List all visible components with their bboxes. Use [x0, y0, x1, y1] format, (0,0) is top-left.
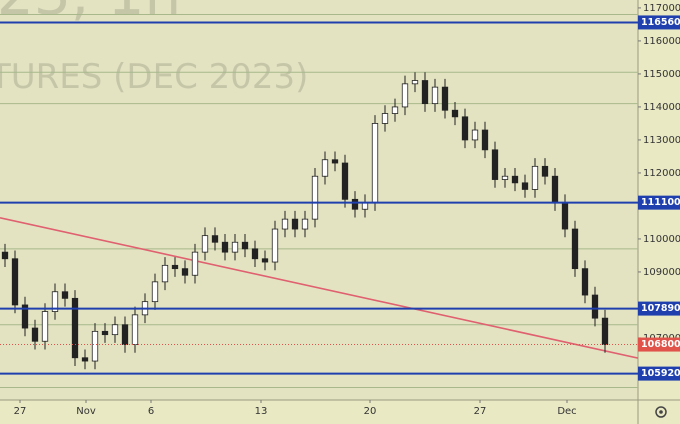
candle-body — [341, 162, 349, 200]
candle-body — [261, 258, 269, 263]
candle-body — [291, 218, 299, 230]
candle-body — [421, 80, 429, 105]
candle-body — [591, 294, 599, 319]
candle-body — [461, 116, 469, 141]
y-tick-label: 117000 — [643, 3, 680, 14]
candle-body — [111, 324, 119, 336]
candle-body — [391, 106, 399, 114]
candle-body — [151, 281, 159, 303]
x-tick-label: 13 — [255, 406, 268, 417]
candle-body — [161, 264, 169, 283]
candle-body — [431, 86, 439, 105]
candle-body — [551, 175, 559, 204]
candle-body — [601, 317, 609, 345]
candle-body — [21, 304, 29, 329]
candle-body — [271, 228, 279, 263]
level-label-box — [638, 301, 680, 316]
candle-body — [71, 297, 79, 359]
gear[interactable] — [655, 406, 667, 418]
candle-body — [491, 149, 499, 180]
x-tick-label: Nov — [76, 406, 96, 417]
candle-body — [51, 291, 59, 312]
candle-body — [221, 241, 229, 253]
level-label: 111100 — [641, 197, 680, 208]
level-label-box — [638, 15, 680, 30]
x-tick-label: 27 — [474, 406, 487, 417]
x-tick-label: Dec — [557, 406, 576, 417]
candle-body — [181, 268, 189, 276]
watermark: 023, 1h — [0, 0, 181, 28]
gear-center[interactable] — [659, 410, 663, 414]
level-label: 107890 — [641, 303, 680, 314]
candle-body — [31, 327, 39, 342]
y-tick-label: 115000 — [643, 69, 680, 80]
candle-body — [41, 311, 49, 342]
x-tick-label: 6 — [148, 406, 154, 417]
level-label: 105920 — [641, 368, 680, 379]
candle-body — [301, 218, 309, 230]
y-tick-label: 110000 — [643, 234, 680, 245]
candle-body — [241, 241, 249, 250]
trendline — [0, 217, 638, 359]
candle-body — [371, 123, 379, 204]
candle-body — [541, 165, 549, 177]
candle-body — [231, 241, 239, 253]
candle-body — [441, 86, 449, 111]
candle-body — [121, 324, 129, 345]
candle-body — [501, 175, 509, 180]
x-tick-label: 20 — [364, 406, 377, 417]
candle-body — [351, 198, 359, 210]
candle-body — [101, 330, 109, 336]
candle-body — [91, 330, 99, 362]
candle-body — [281, 218, 289, 230]
candle-body — [511, 175, 519, 184]
candle-body — [531, 165, 539, 190]
y-tick-label: 113000 — [643, 135, 680, 146]
candle-body — [11, 258, 19, 306]
candle-body — [311, 175, 319, 220]
candle-body — [321, 159, 329, 177]
last-price-box — [638, 337, 680, 352]
x-tick-label: 27 — [14, 406, 27, 417]
level-label-box — [638, 195, 680, 210]
candle-body — [1, 251, 9, 260]
candle-body — [521, 182, 529, 190]
candle-body — [561, 202, 569, 230]
candle-body — [211, 235, 219, 243]
candle-body — [401, 83, 409, 108]
candle-body — [131, 314, 139, 345]
watermark: TURES (DEC 2023) — [0, 57, 308, 97]
candle-body — [61, 291, 69, 299]
candle-body — [471, 129, 479, 141]
candle-body — [331, 159, 339, 164]
candle-body — [451, 109, 459, 118]
last-price-label: 106800 — [641, 339, 680, 350]
candle-body — [81, 357, 89, 362]
y-tick-label: 109000 — [643, 267, 680, 278]
candle-body — [171, 264, 179, 270]
candle-body — [411, 80, 419, 85]
level-label: 116560 — [641, 17, 680, 28]
candle-body — [571, 228, 579, 270]
candle-body — [191, 251, 199, 276]
candle-body — [201, 235, 209, 253]
candle-body — [481, 129, 489, 151]
level-label-box — [638, 366, 680, 381]
candle-body — [251, 248, 259, 260]
candle-body — [381, 113, 389, 124]
y-tick-label: 114000 — [643, 102, 680, 113]
y-tick-label: 112000 — [643, 168, 680, 179]
settings-icon[interactable] — [655, 406, 667, 418]
candle-body — [581, 268, 589, 296]
y-tick-label: 116000 — [643, 36, 680, 47]
plot-area — [0, 14, 638, 388]
